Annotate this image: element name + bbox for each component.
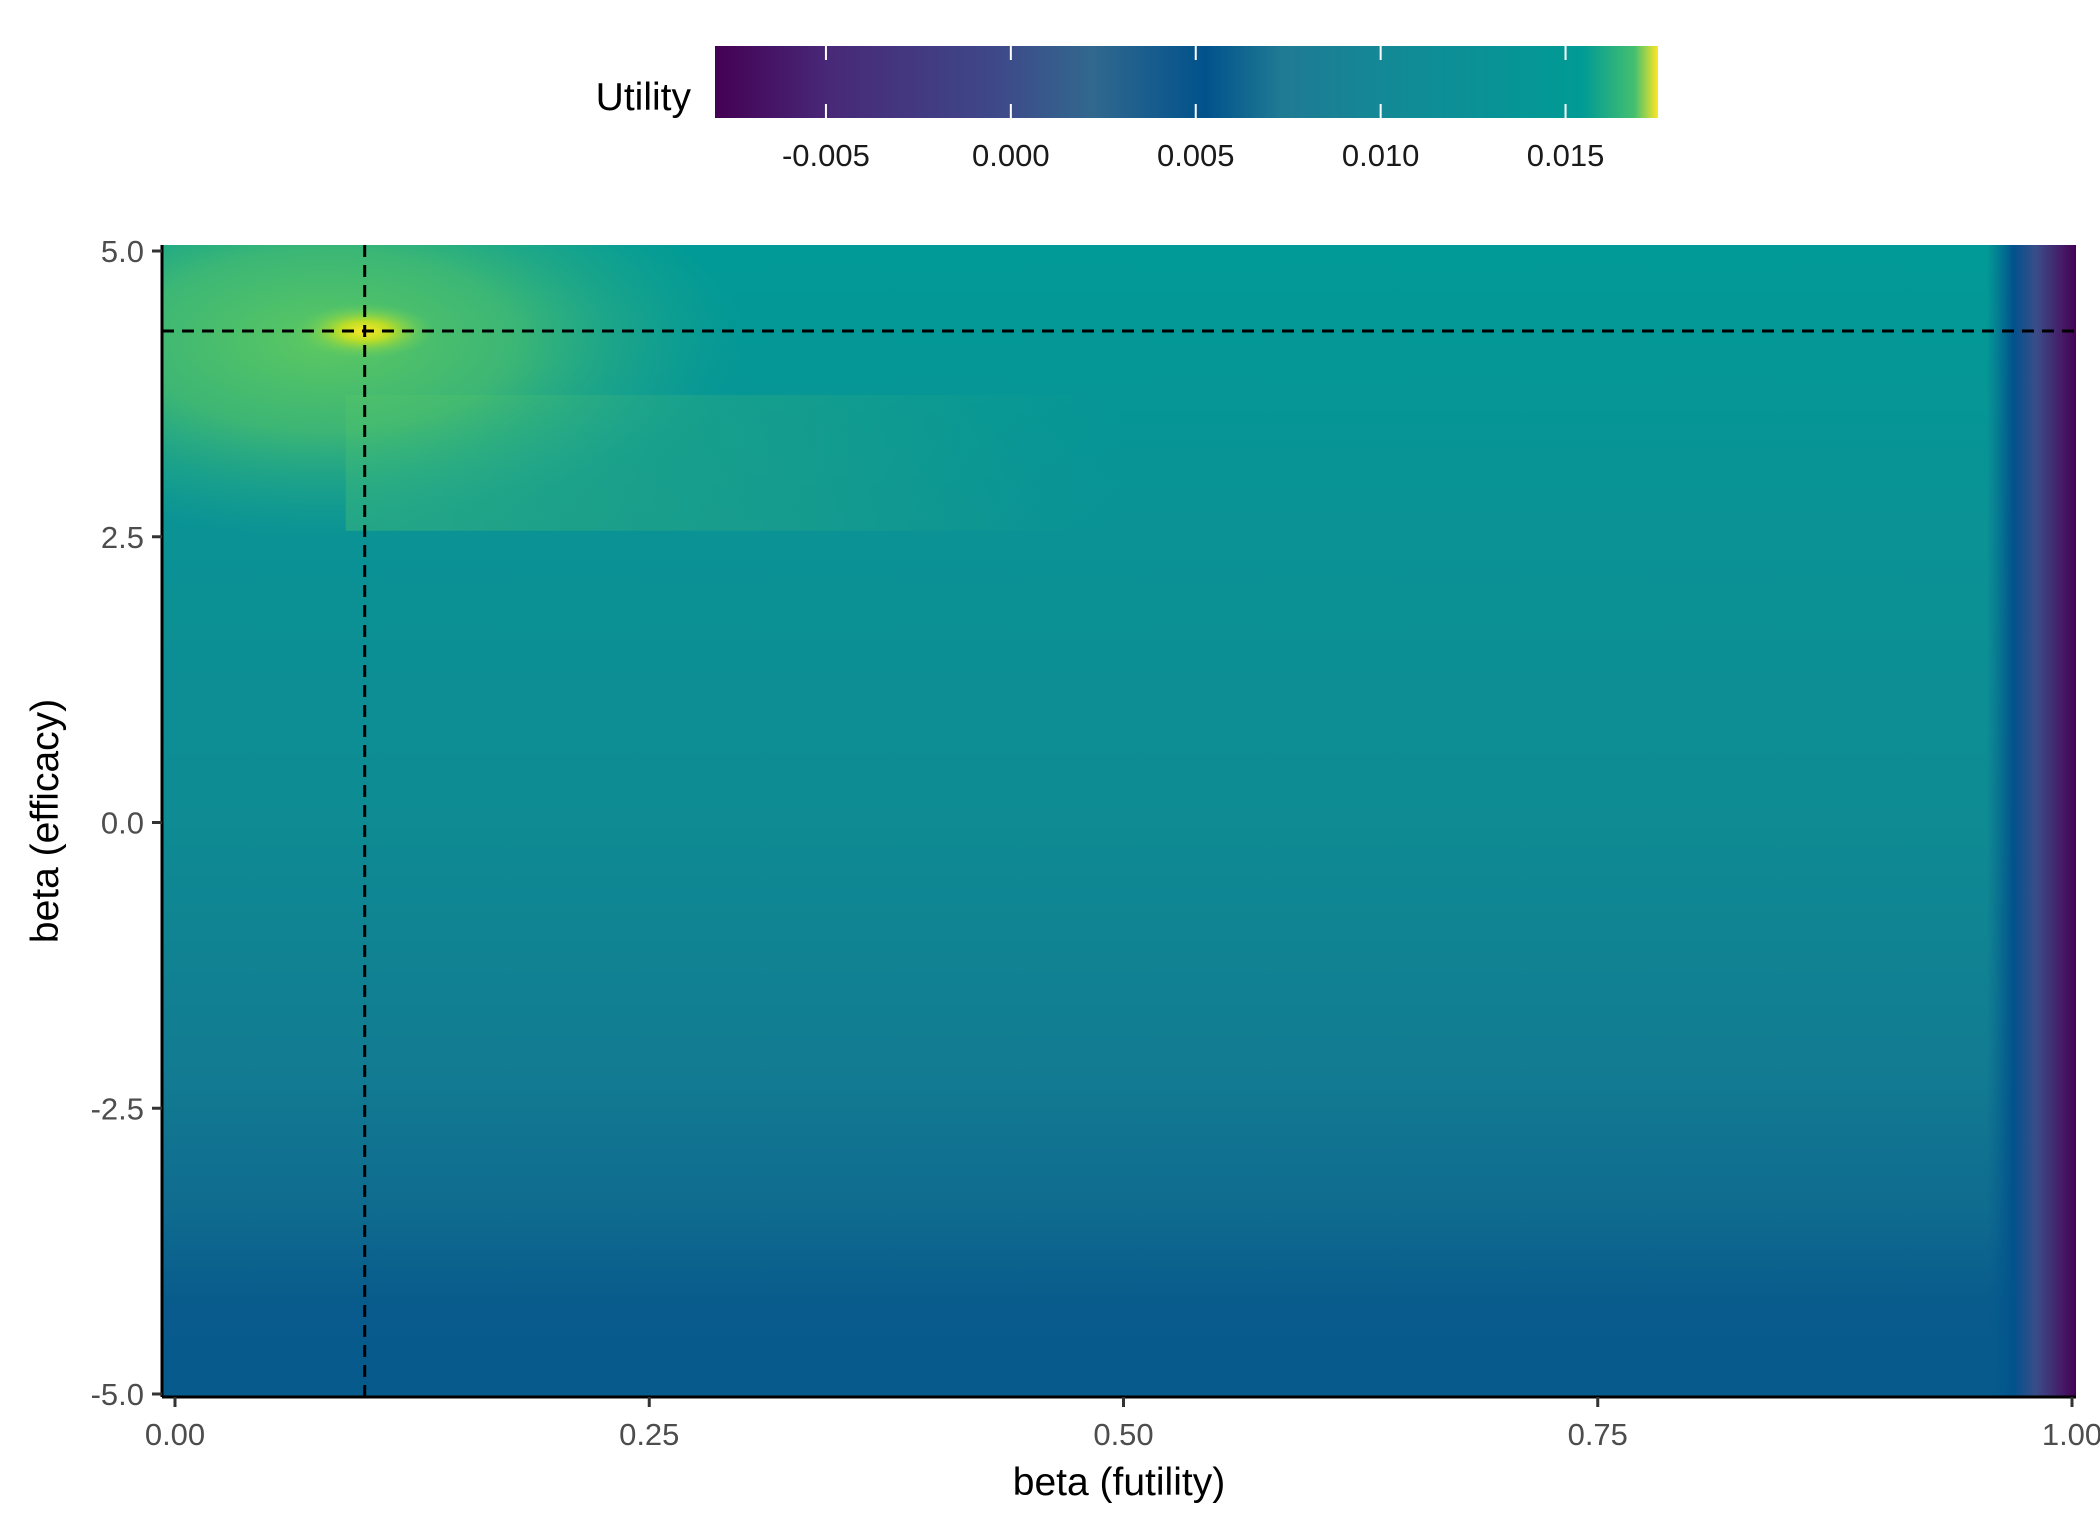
y-axis-ticks: -5.0 -2.5 0.0 2.5 5.0 <box>91 234 162 1412</box>
y-axis-title: beta (efficacy) <box>24 699 67 943</box>
x-tick-label: 0.50 <box>1093 1417 1153 1452</box>
x-axis-title: beta (futility) <box>1013 1461 1225 1504</box>
plot-area <box>162 245 2076 1397</box>
heatmap-right-edge-low-utility <box>1986 245 2076 1397</box>
x-tick-label: 0.00 <box>145 1417 205 1452</box>
y-tick-label: 5.0 <box>101 234 144 269</box>
y-tick-label: -2.5 <box>91 1091 144 1126</box>
y-tick-label: -5.0 <box>91 1377 144 1412</box>
colorbar-tick-label: 0.015 <box>1527 138 1605 173</box>
colorbar-tick-label: 0.000 <box>972 138 1050 173</box>
colorbar-tick-label: 0.010 <box>1342 138 1420 173</box>
x-axis-ticks: 0.00 0.25 0.50 0.75 1.00 <box>145 1397 2100 1452</box>
legend-title: Utility <box>596 76 692 119</box>
colorbar-tick-label: -0.005 <box>782 138 870 173</box>
x-tick-label: 1.00 <box>2042 1417 2100 1452</box>
x-tick-label: 0.25 <box>619 1417 679 1452</box>
colorbar-tick-label: 0.005 <box>1157 138 1235 173</box>
y-tick-label: 0.0 <box>101 806 144 841</box>
colorbar-ticks: -0.005 0.000 0.005 0.010 0.015 <box>782 46 1604 173</box>
colorbar-legend: Utility -0.005 0.000 0.005 0.010 0.015 <box>596 46 1658 173</box>
colorbar <box>715 46 1658 118</box>
x-tick-label: 0.75 <box>1568 1417 1628 1452</box>
y-tick-label: 2.5 <box>101 520 144 555</box>
